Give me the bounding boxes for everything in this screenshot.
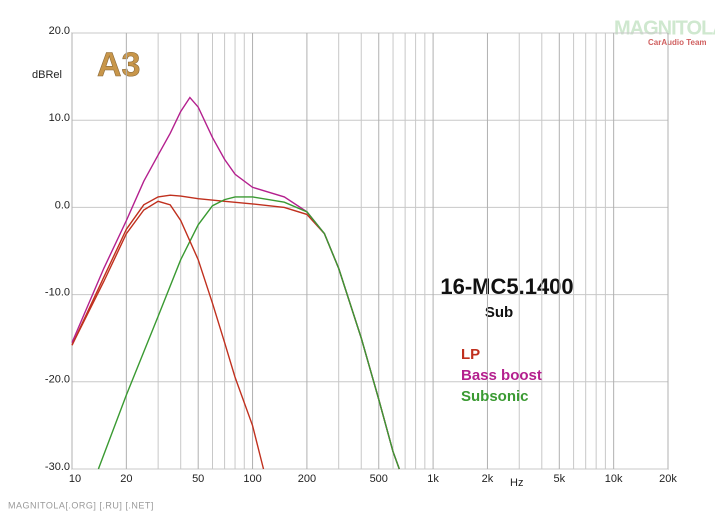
logo: A3 xyxy=(97,46,140,84)
y-tick-label: -30.0 xyxy=(45,461,70,473)
x-tick-label: 2k xyxy=(482,473,494,485)
plot-frame xyxy=(71,32,669,470)
y-tick-label: -10.0 xyxy=(45,287,70,299)
legend-entry: LP xyxy=(461,346,480,363)
x-tick-label: 10k xyxy=(605,473,623,485)
x-tick-label: 10 xyxy=(69,473,81,485)
footer: MAGNITOLA[.ORG] [.RU] [.NET] xyxy=(8,500,154,510)
y-tick-label: -20.0 xyxy=(45,374,70,386)
x-tick-label: 50 xyxy=(192,473,204,485)
legend-entry: Subsonic xyxy=(461,388,529,405)
x-tick-label: 100 xyxy=(243,473,261,485)
x-tick-label: 200 xyxy=(298,473,316,485)
x-tick-label: 1k xyxy=(427,473,439,485)
watermark: MAGNITOLA xyxy=(614,17,715,39)
x-tick-label: 20 xyxy=(120,473,132,485)
x-tick-label: 500 xyxy=(370,473,388,485)
x-tick-label: 5k xyxy=(553,473,565,485)
y-tick-label: 0.0 xyxy=(55,199,70,211)
y-tick-label: 20.0 xyxy=(49,25,70,37)
x-tick-label: 20k xyxy=(659,473,677,485)
curves xyxy=(71,96,400,470)
response-curve xyxy=(97,196,400,470)
y-tick-label: 10.0 xyxy=(49,112,70,124)
watermark-sub: CarAudio Team xyxy=(648,38,707,47)
legend: LP Bass boost Subsonic xyxy=(461,346,542,405)
x-axis-label: Hz xyxy=(510,477,523,489)
legend-entry: Bass boost xyxy=(461,367,542,384)
y-axis-label: dBRel xyxy=(32,69,62,81)
response-curve xyxy=(71,200,265,470)
chart-subtitle: Sub xyxy=(485,304,513,321)
